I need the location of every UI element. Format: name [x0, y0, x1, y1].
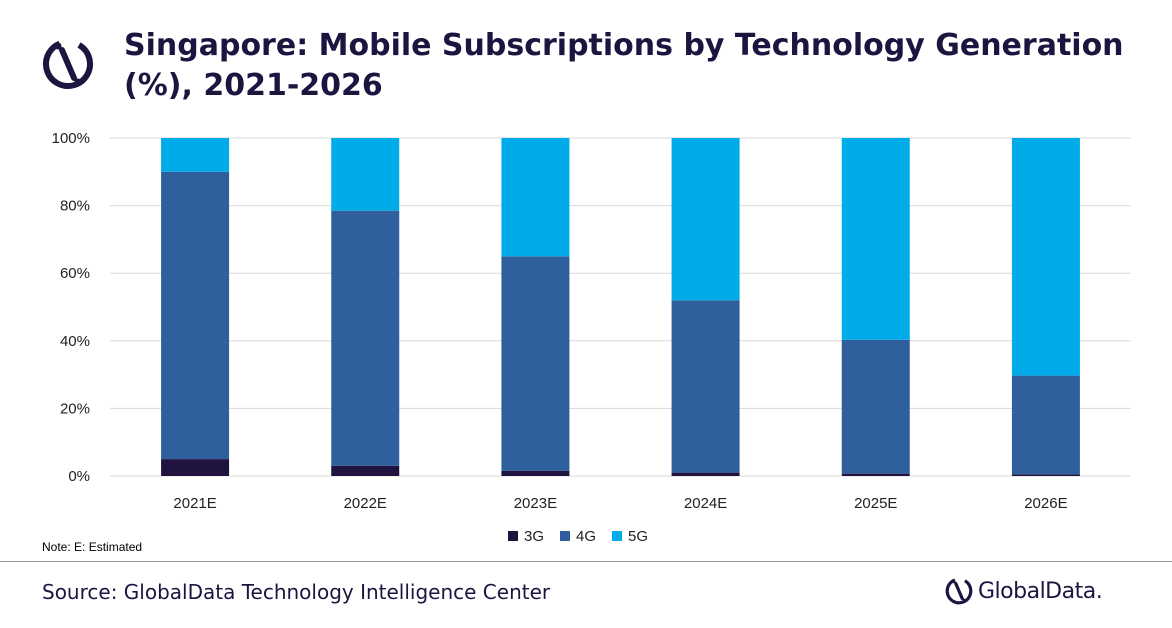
bar-segment-3g [1011, 474, 1080, 476]
footer-divider [0, 561, 1172, 562]
x-tick-label: 2023E [514, 495, 557, 512]
bar-segment-4g [1011, 375, 1080, 475]
y-tick-label: 40% [60, 333, 90, 350]
y-tick-label: 60% [60, 265, 90, 282]
bar-segment-3g [841, 473, 910, 476]
source-text: Source: GlobalData Technology Intelligen… [42, 580, 551, 604]
bar-segment-3g [161, 459, 230, 476]
legend-item-3g: 3G [508, 528, 544, 545]
x-tick-label: 2026E [1024, 495, 1067, 512]
bar-segment-5g [671, 138, 740, 301]
x-tick-label: 2021E [173, 495, 216, 512]
legend-label: 4G [576, 527, 597, 545]
bar-segment-4g [331, 210, 400, 466]
legend-item-4g: 4G [560, 528, 596, 545]
y-tick-label: 0% [68, 468, 90, 485]
globaldata-brand: GlobalData. [944, 576, 1103, 606]
legend-swatch [508, 531, 518, 541]
bar-segment-4g [501, 256, 570, 471]
bar-segment-4g [841, 339, 910, 474]
bar-segment-5g [331, 138, 400, 211]
bar-segment-5g [161, 138, 230, 172]
bar-segment-4g [671, 300, 740, 473]
globaldata-logo-icon [43, 39, 93, 89]
bar-segment-5g [501, 138, 570, 257]
bar-segment-3g [331, 465, 400, 476]
legend-swatch [612, 531, 623, 541]
bar-segment-5g [841, 138, 910, 340]
x-tick-label: 2025E [854, 495, 897, 512]
bar-segment-5g [1011, 138, 1080, 376]
x-tick-label: 2022E [344, 495, 387, 512]
chart-legend: 3G 4G 5G [508, 526, 648, 546]
bar-segment-4g [161, 171, 230, 460]
chart-title: Singapore: Mobile Subscriptions by Techn… [124, 28, 1124, 103]
brand-name: GlobalData. [978, 578, 1103, 604]
legend-swatch [560, 531, 571, 541]
y-tick-label: 100% [52, 130, 90, 147]
legend-label: 3G [524, 527, 545, 545]
bar-segment-3g [671, 472, 740, 476]
bar-segment-3g [501, 470, 570, 476]
stacked-bar-chart: 0% 20% 40% 60% 80% 100% 2021E 2022E 2023E 2024E 20… [52, 130, 1131, 512]
globaldata-brand-icon [945, 577, 973, 605]
y-tick-label: 20% [60, 400, 90, 417]
x-tick-label: 2024E [684, 495, 727, 512]
legend-label: 5G [628, 527, 649, 545]
chart-note: Note: E: Estimated [42, 540, 143, 554]
legend-item-5g: 5G [612, 528, 648, 545]
y-tick-label: 80% [60, 198, 90, 215]
